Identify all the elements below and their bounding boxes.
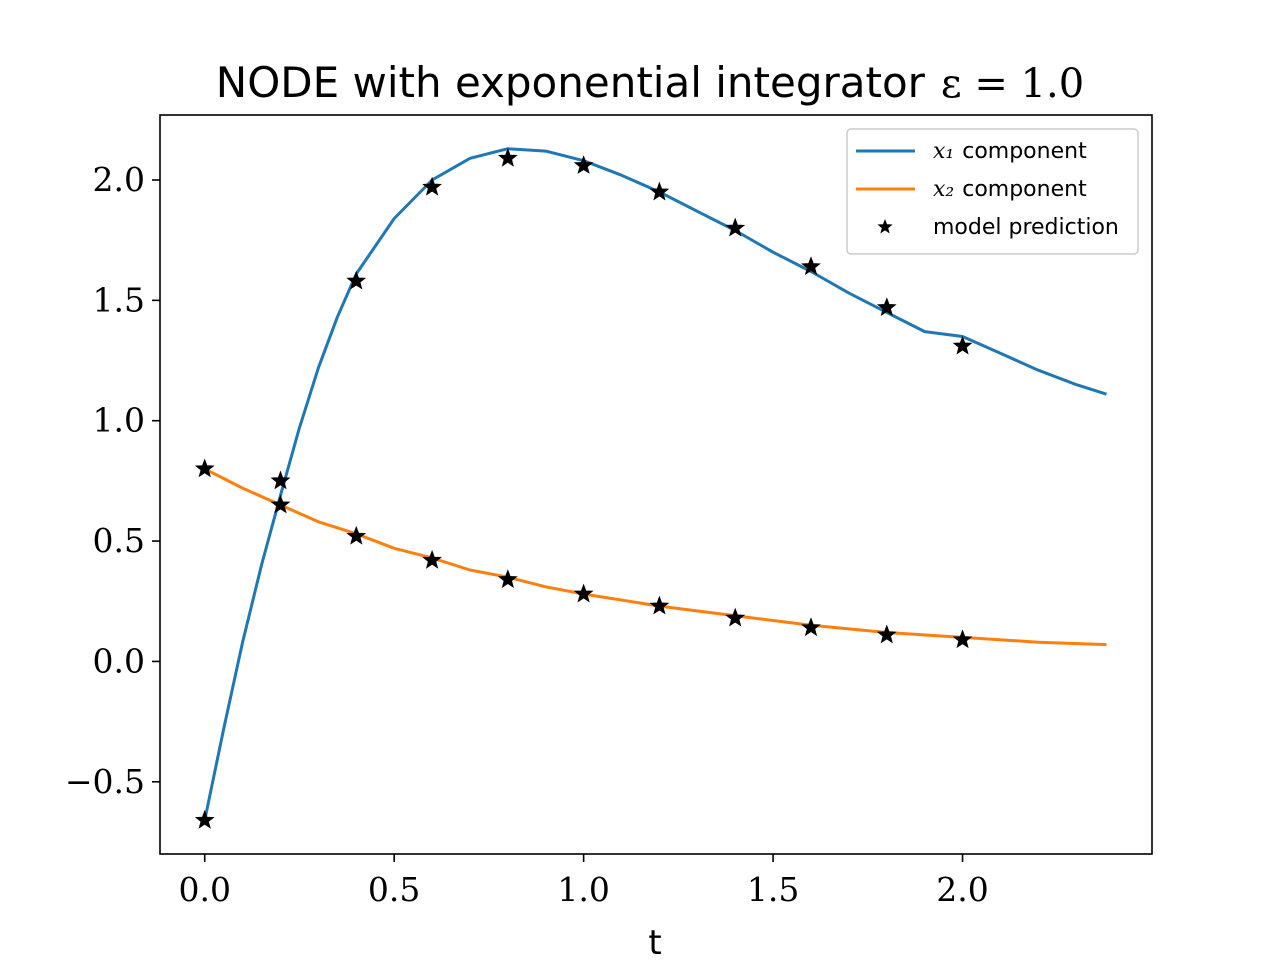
chart-title-math: ε = 1.0: [941, 61, 1084, 107]
prediction-point: [422, 549, 442, 569]
legend-entry-label: x₁ component: [933, 139, 1087, 164]
x-tick-label: 1.0: [557, 870, 609, 909]
y-tick-label: 0.5: [93, 521, 145, 560]
prediction-point: [346, 525, 367, 545]
y-tick-label: 1.0: [93, 401, 145, 440]
prediction-point: [801, 256, 821, 276]
legend: x₁ component x₂ component model prediction: [846, 128, 1139, 255]
legend-frame: [846, 128, 1139, 255]
legend-entry-math: x₁: [933, 139, 954, 164]
plot-area: [159, 114, 1153, 855]
series-line-2: [204, 467, 1107, 647]
y-axis: −0.5 0.0 0.5 1.0 1.5 2.0: [65, 160, 160, 801]
legend-entry-label: x₂ component: [933, 177, 1087, 202]
legend-entry-text: component: [962, 177, 1087, 202]
prediction-point: [876, 624, 897, 644]
y-tick-label: −0.5: [65, 762, 145, 801]
prediction-point: [952, 629, 973, 649]
legend-entry-text: component: [962, 139, 1087, 164]
y-tick-label: 2.0: [93, 160, 145, 199]
prediction-point: [725, 217, 746, 237]
x-tick-label: 1.5: [747, 870, 799, 909]
y-tick-label: 0.0: [93, 641, 145, 680]
prediction-point: [270, 470, 291, 490]
svg-text:NODE with exponential integrat: NODE with exponential integrator ε = 1.0: [216, 58, 1084, 107]
prediction-point: [422, 176, 442, 196]
x-tick-label: 0.5: [368, 870, 420, 909]
prediction-point: [497, 147, 518, 167]
prediction-point: [270, 494, 291, 514]
prediction-point: [497, 569, 518, 589]
x-axis-label: t: [648, 923, 661, 960]
legend-entry-math: x₂: [933, 177, 954, 202]
x-tick-label: 2.0: [936, 870, 988, 909]
x-axis: 0.0 0.5 1.0 1.5 2.0: [178, 854, 989, 909]
prediction-point: [194, 458, 215, 478]
legend-entry-label: model prediction: [933, 215, 1119, 240]
prediction-point: [801, 617, 821, 637]
prediction-point: [952, 335, 973, 355]
prediction-point: [346, 270, 367, 290]
prediction-point: [649, 595, 670, 615]
axes-frame: [159, 114, 1153, 855]
prediction-point: [573, 583, 594, 603]
y-tick-label: 1.5: [93, 280, 145, 319]
prediction-point: [725, 607, 746, 627]
chart-title-text: NODE with exponential integrator: [216, 58, 926, 107]
prediction-point: [573, 155, 594, 174]
prediction-point: [876, 297, 897, 317]
x-tick-label: 0.0: [178, 870, 230, 909]
chart-title: NODE with exponential integrator ε = 1.0: [216, 58, 1084, 107]
legend-swatch-star: [877, 219, 893, 234]
prediction-point: [649, 181, 670, 201]
prediction-point: [194, 809, 215, 829]
